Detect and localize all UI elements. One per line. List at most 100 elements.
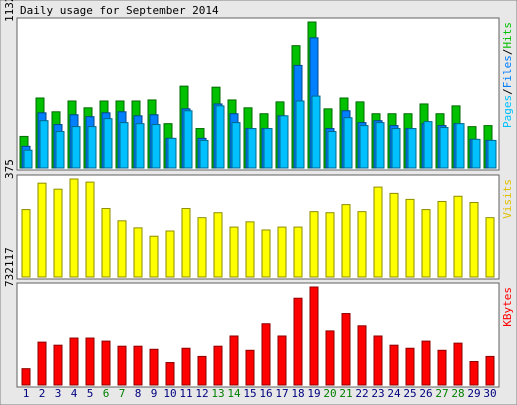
x-tick-label: 25 — [403, 387, 416, 400]
bar — [181, 208, 191, 278]
bar — [247, 128, 257, 169]
bar — [455, 123, 465, 169]
x-tick-label: 15 — [243, 387, 256, 400]
bar — [149, 348, 159, 386]
bar — [277, 335, 287, 386]
x-tick-label: 5 — [87, 387, 94, 400]
legend-entry: KBytes — [501, 287, 514, 327]
bar — [197, 355, 207, 386]
x-tick-label: 26 — [419, 387, 432, 400]
x-tick-label: 7 — [119, 387, 126, 400]
bar — [311, 95, 321, 169]
bar — [165, 230, 175, 278]
x-tick-label: 27 — [435, 387, 448, 400]
bar — [439, 127, 449, 169]
bar — [119, 122, 129, 169]
bar — [261, 323, 271, 386]
bar — [165, 362, 175, 386]
bar — [85, 337, 95, 386]
legend: Pages/Files/Hits — [501, 22, 514, 128]
bar — [167, 137, 177, 169]
y-tick-label: 375 — [3, 159, 16, 179]
x-tick-label: 12 — [195, 387, 208, 400]
bar — [437, 200, 447, 278]
panel — [16, 174, 500, 280]
bar — [133, 345, 143, 386]
x-tick-label: 24 — [387, 387, 401, 400]
bar — [23, 149, 33, 169]
bar — [103, 118, 113, 169]
x-tick-label: 18 — [291, 387, 304, 400]
bar — [69, 178, 79, 278]
bar — [325, 212, 335, 278]
legend: Visits — [501, 179, 514, 219]
x-tick-label: 8 — [135, 387, 142, 400]
bar — [55, 131, 65, 169]
legend-separator: / — [501, 88, 514, 95]
bar — [405, 347, 415, 386]
bar — [21, 209, 31, 278]
bar — [453, 342, 463, 386]
bar — [199, 139, 209, 169]
bar — [231, 122, 241, 169]
x-tick-label: 3 — [55, 387, 62, 400]
bar — [341, 313, 351, 386]
bar — [181, 347, 191, 386]
x-tick-label: 9 — [151, 387, 158, 400]
bar — [197, 217, 207, 278]
x-tick-label: 13 — [211, 387, 224, 400]
bar — [343, 117, 353, 169]
x-tick-label: 22 — [355, 387, 368, 400]
bar — [263, 128, 273, 169]
x-tick-label: 1 — [23, 387, 30, 400]
bar — [437, 349, 447, 386]
bar — [213, 212, 223, 278]
bar — [53, 188, 63, 278]
x-tick-label: 29 — [467, 387, 480, 400]
bar — [469, 202, 479, 278]
bar — [423, 121, 433, 169]
bar — [71, 126, 81, 169]
bar — [373, 335, 383, 386]
bar — [53, 344, 63, 386]
bar — [117, 220, 127, 278]
bar — [295, 100, 305, 169]
bar — [213, 345, 223, 386]
x-tick-label: 23 — [371, 387, 384, 400]
bar — [101, 340, 111, 386]
bar — [487, 139, 497, 169]
bar — [375, 122, 385, 169]
bar — [277, 226, 287, 278]
legend-entry: Hits — [501, 22, 514, 49]
x-tick-label: 14 — [227, 387, 241, 400]
panel — [16, 282, 500, 388]
bar — [101, 208, 111, 278]
x-tick-label: 11 — [179, 387, 192, 400]
x-tick-label: 28 — [451, 387, 464, 400]
bar — [69, 337, 79, 386]
x-tick-label: 16 — [259, 387, 272, 400]
legend-entry: Files — [501, 55, 514, 88]
bar — [389, 344, 399, 386]
x-tick-label: 17 — [275, 387, 288, 400]
bar — [357, 211, 367, 278]
x-tick-label: 6 — [103, 387, 110, 400]
bar — [391, 128, 401, 169]
bar — [135, 123, 145, 169]
legend-entry: Pages — [501, 95, 514, 128]
bar — [261, 229, 271, 278]
legend: KBytes — [501, 287, 514, 327]
y-tick-label: 732117 — [3, 247, 16, 287]
bar — [485, 217, 495, 278]
bar — [471, 138, 481, 169]
panel — [16, 17, 500, 171]
bar — [149, 235, 159, 278]
bar — [469, 361, 479, 386]
bar — [373, 186, 383, 278]
chart-title: Daily usage for September 2014 — [20, 4, 219, 17]
bar — [325, 330, 335, 386]
bar — [389, 192, 399, 278]
bar — [485, 355, 495, 386]
bar — [421, 209, 431, 278]
